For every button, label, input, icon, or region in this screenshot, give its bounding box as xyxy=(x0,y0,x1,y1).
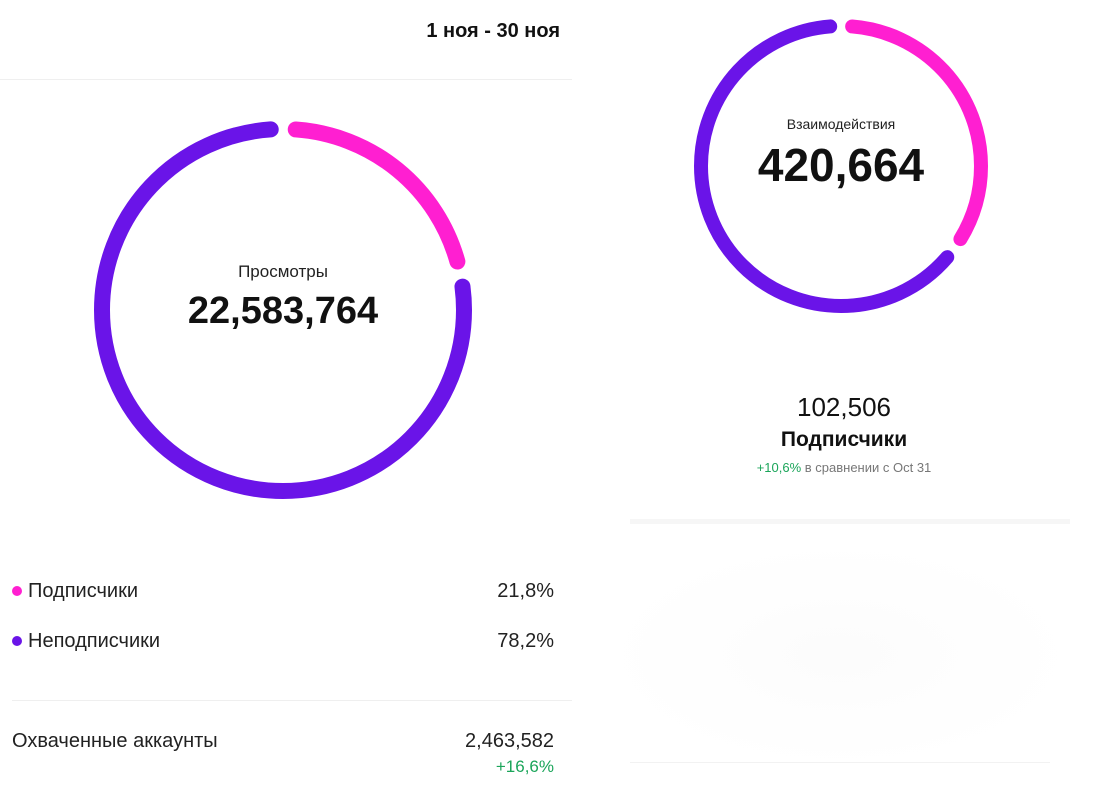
nonfollowers-dot-icon xyxy=(12,636,22,646)
nonfollowers-ring-segment xyxy=(94,121,472,499)
followers-comparison: +10,6% в сравнении с Oct 31 xyxy=(694,460,994,475)
views-donut-chart xyxy=(94,121,472,499)
followers-dot-icon xyxy=(12,586,22,596)
interactions-value: 420,664 xyxy=(757,139,925,191)
legend-label: Неподписчики xyxy=(28,629,161,652)
date-range-selector[interactable]: 1 ноя - 30 ноя xyxy=(426,20,560,42)
section-divider xyxy=(630,519,1070,524)
interactions-donut-chart xyxy=(694,19,988,313)
followers-label: Подписчики xyxy=(780,428,908,451)
legend-row-followers: Подписчики 21,8% xyxy=(12,576,554,606)
legend-label: Подписчики xyxy=(28,579,139,602)
section-divider xyxy=(630,762,1050,763)
views-value: 22,583,764 xyxy=(187,290,379,332)
followers-count: 102,506 xyxy=(797,392,891,422)
blurred-content xyxy=(600,540,1080,770)
interactions-label: Взаимодействия xyxy=(786,116,896,132)
section-divider xyxy=(12,700,572,701)
legend-row-nonfollowers: Неподписчики 78,2% xyxy=(12,626,554,656)
reach-change: +16,6% xyxy=(495,757,554,776)
reach-label[interactable]: Охваченные аккаунты xyxy=(12,730,218,752)
followers-change: +10,6% xyxy=(756,460,802,475)
header-divider xyxy=(0,79,572,80)
legend-value: 78,2% xyxy=(497,629,554,652)
nonfollowers-ring-segment xyxy=(694,19,988,313)
views-label: Просмотры xyxy=(238,262,328,281)
followers-ring-segment xyxy=(694,19,988,313)
comparison-text: в сравнении с Oct 31 xyxy=(801,460,932,475)
reach-value: 2,463,582 xyxy=(465,730,554,752)
legend-value: 21,8% xyxy=(497,579,554,602)
